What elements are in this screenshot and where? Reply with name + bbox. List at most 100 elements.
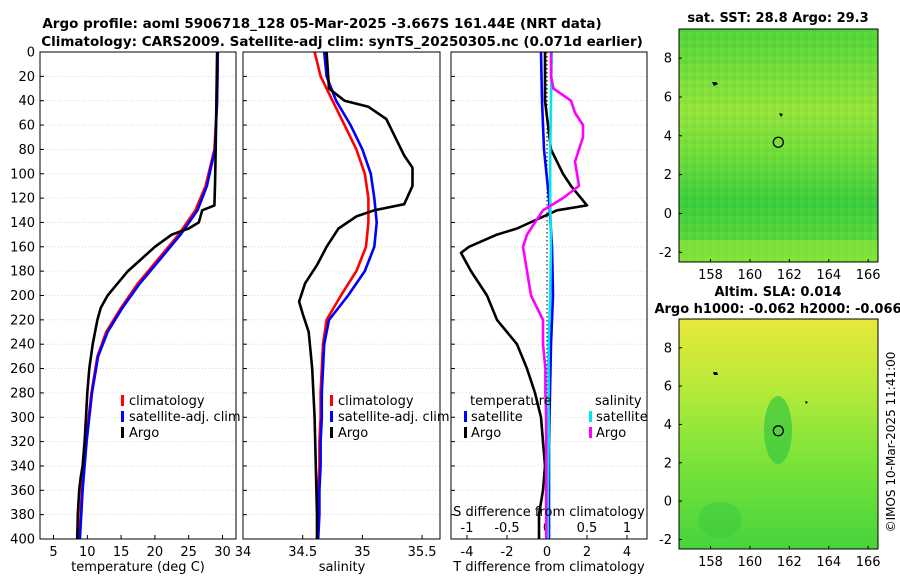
legend-swatch-climatology xyxy=(121,395,124,406)
legend-label-satellite-adj: satellite-adj. clim xyxy=(129,410,241,425)
x-tick-label: 15 xyxy=(113,545,130,560)
legend-label-s-argo: Argo xyxy=(596,426,626,441)
difference-axes-box xyxy=(450,51,648,540)
sla-low-feature-south xyxy=(698,502,742,538)
salinity-satellite-adj-line xyxy=(316,52,379,539)
x-tick-label: 35 xyxy=(354,545,371,560)
sla-map-axis-labels: 158 160 162 164 166 -2 0 2 4 6 8 xyxy=(659,341,881,570)
depth-tick-label: 160 xyxy=(10,240,35,255)
difference-grid xyxy=(451,51,647,540)
temperature-argo-line xyxy=(75,52,219,539)
legend-label-climatology: climatology xyxy=(338,394,414,409)
temperature-grid xyxy=(40,51,236,540)
map-y-tick-label: 0 xyxy=(664,207,672,222)
legend-label-t-satellite: satellite xyxy=(471,410,523,425)
x-tick-label: 35.5 xyxy=(408,545,437,560)
map-y-tick-label: 0 xyxy=(664,495,672,510)
depth-tick-label: 320 xyxy=(10,435,35,450)
temperature-lines xyxy=(75,52,220,539)
map-x-tick-label: 162 xyxy=(777,555,802,570)
sla-map-title: Altim. SLA: 0.014 xyxy=(715,285,842,300)
legend-swatch-satellite-adj xyxy=(121,411,124,422)
depth-tick-label: 220 xyxy=(10,313,35,328)
depth-tick-label: 200 xyxy=(10,289,35,304)
salinity-argo-line xyxy=(297,52,414,539)
map-y-tick-label: 4 xyxy=(664,129,672,144)
depth-tick-label: 180 xyxy=(10,265,35,280)
difference-lines xyxy=(459,52,589,539)
map-x-tick-label: 166 xyxy=(856,555,881,570)
map-x-tick-label: 160 xyxy=(738,555,763,570)
map-y-tick-label: 8 xyxy=(664,52,672,67)
depth-tick-label: 280 xyxy=(10,386,35,401)
map-y-tick-label: -2 xyxy=(659,533,672,548)
legend-swatch-s-argo xyxy=(589,427,592,438)
depth-tick-label: 240 xyxy=(10,338,35,353)
t-difference-axis-labels: -4 -2 0 2 4 xyxy=(461,545,632,560)
difference-legend: temperature satellite Argo salinity sate… xyxy=(464,394,648,441)
s-difference-label: S difference from climatology xyxy=(453,505,645,520)
x-tick-label: 30 xyxy=(214,545,231,560)
temperature-xlabel: temperature (deg C) xyxy=(71,560,205,575)
map-y-tick-label: 6 xyxy=(664,90,672,105)
depth-tick-label: 20 xyxy=(18,70,35,85)
sst-argo-position-marker xyxy=(772,136,784,148)
legend-group-temperature: temperature xyxy=(470,394,552,409)
map-x-tick-label: 164 xyxy=(816,268,841,283)
sla-low-feature xyxy=(764,396,792,464)
x-tick-label: -2 xyxy=(501,545,514,560)
figure-title-line2: Climatology: CARS2009. Satellite-adj cli… xyxy=(41,34,643,50)
legend-label-argo: Argo xyxy=(338,426,368,441)
sst-field-south xyxy=(679,240,878,262)
x-tick-label: 34.5 xyxy=(288,545,317,560)
depth-tick-label: 140 xyxy=(10,216,35,231)
legend-swatch-climatology xyxy=(330,395,333,406)
depth-tick-label: 380 xyxy=(10,508,35,523)
map-x-tick-label: 166 xyxy=(856,268,881,283)
sla-map-subtitle: Argo h1000: -0.062 h2000: -0.066 xyxy=(654,302,900,317)
legend-group-salinity: salinity xyxy=(595,394,642,409)
difference-panel: -4 -2 0 2 4 -1 -0.5 0 0.5 1 S difference from cl… xyxy=(450,51,648,575)
map-y-tick-label: -2 xyxy=(659,246,672,261)
x-tick-label: 0 xyxy=(543,545,551,560)
salinity-axis-labels: 34 34.5 35 35.5 xyxy=(235,545,437,560)
legend-label-argo: Argo xyxy=(129,426,159,441)
temperature-axis-labels: 5 10 15 20 25 30 xyxy=(49,545,230,560)
map-x-tick-label: 164 xyxy=(816,555,841,570)
imos-timestamp: ©IMOS 10-Mar-2025 11:41:00 xyxy=(884,352,898,533)
salinity-legend: climatology satellite-adj. clim Argo xyxy=(330,394,450,441)
t-difference-xlabel: T difference from climatology xyxy=(452,560,645,575)
map-y-tick-label: 2 xyxy=(664,456,672,471)
legend-swatch-s-satellite xyxy=(589,411,592,422)
sst-map-axis-labels: 158 160 162 164 166 -2 0 2 4 6 8 xyxy=(659,52,881,283)
map-y-tick-label: 6 xyxy=(664,380,672,395)
depth-tick-label: 0 xyxy=(27,46,35,61)
sst-map-frame xyxy=(678,28,879,263)
salinity-axes-box xyxy=(242,51,441,540)
map-x-tick-label: 160 xyxy=(738,268,763,283)
depth-tick-label: 260 xyxy=(10,362,35,377)
map-y-tick-label: 4 xyxy=(664,418,672,433)
map-y-tick-label: 2 xyxy=(664,168,672,183)
s-diff-tick-label: 1 xyxy=(623,521,631,536)
figure-title-line1: Argo profile: aoml 5906718_128 05-Mar-20… xyxy=(42,16,601,32)
depth-tick-label: 80 xyxy=(18,143,35,158)
x-tick-label: 5 xyxy=(49,545,57,560)
x-tick-label: 34 xyxy=(235,545,252,560)
legend-swatch-t-satellite xyxy=(464,411,467,422)
depth-tick-label: 120 xyxy=(10,192,35,207)
sla-argo-position-marker xyxy=(772,425,784,437)
x-tick-label: 4 xyxy=(623,545,631,560)
legend-swatch-satellite-adj xyxy=(330,411,333,422)
map-x-tick-label: 158 xyxy=(698,555,723,570)
x-tick-label: 10 xyxy=(79,545,96,560)
depth-tick-label: 300 xyxy=(10,411,35,426)
legend-swatch-argo xyxy=(330,427,333,438)
depth-tick-label: 340 xyxy=(10,459,35,474)
t-diff-argo-line xyxy=(459,52,589,539)
legend-label-climatology: climatology xyxy=(129,394,205,409)
sst-map-title: sat. SST: 28.8 Argo: 29.3 xyxy=(687,11,868,26)
map-x-tick-label: 158 xyxy=(698,268,723,283)
salinity-panel: 34 34.5 35 35.5 salinity climatology satell… xyxy=(235,51,450,575)
